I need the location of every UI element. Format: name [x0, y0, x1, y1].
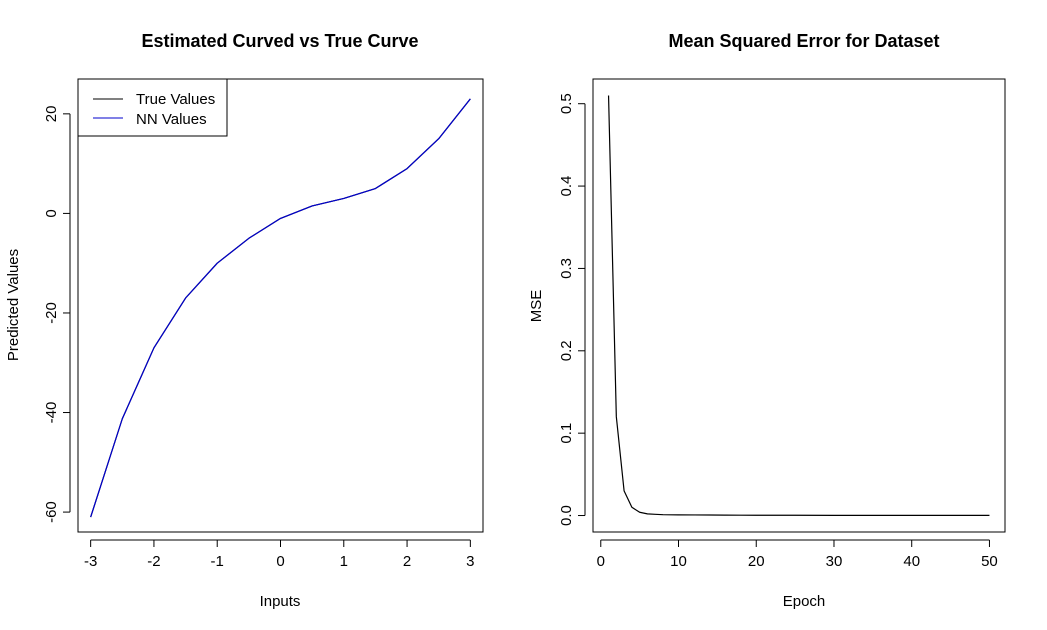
x-tick-label: 1: [340, 553, 348, 570]
left-y-axis-label: Predicted Values: [5, 249, 22, 361]
left-chart-title: Estimated Curved vs True Curve: [141, 31, 418, 51]
x-tick-label: 2: [403, 553, 411, 570]
y-tick-label: 0: [43, 209, 60, 217]
right-chart-title: Mean Squared Error for Dataset: [668, 31, 939, 51]
x-tick-label: 30: [826, 553, 843, 570]
x-tick-label: 20: [748, 553, 765, 570]
x-tick-label: 3: [466, 553, 474, 570]
left-x-axis-label: Inputs: [260, 593, 301, 610]
y-tick-label: 0.1: [558, 423, 575, 444]
legend-label-true-values: True Values: [136, 91, 215, 108]
x-tick-label: 40: [903, 553, 920, 570]
legend-box: [77, 78, 228, 137]
x-tick-label: -2: [147, 553, 160, 570]
y-tick-label: 20: [43, 106, 60, 123]
right-chart-panel: Mean Squared Error for Dataset 0 10 20 30 40…: [528, 31, 1006, 610]
x-tick-label: -3: [84, 553, 97, 570]
y-tick-label: 0.0: [558, 505, 575, 526]
y-tick-label: -20: [43, 302, 60, 324]
y-tick-label: 0.4: [558, 176, 575, 197]
y-tick-label: -40: [43, 402, 60, 424]
x-tick-label: 0: [276, 553, 284, 570]
y-tick-label: 0.5: [558, 93, 575, 114]
x-tick-label: 50: [981, 553, 998, 570]
x-tick-label: 10: [670, 553, 687, 570]
right-plot-frame: [592, 78, 1006, 533]
left-chart-panel: Estimated Curved vs True Curve -3 -2 -1 0 1 2…: [5, 31, 484, 610]
y-tick-label: 0.2: [558, 340, 575, 361]
left-plot-frame: [77, 78, 484, 533]
series-line-nn-values: [90, 98, 471, 518]
x-tick-label: -1: [211, 553, 224, 570]
legend: True Values NN Values: [77, 78, 228, 137]
series-line-mse: [607, 95, 990, 516]
x-tick-label: 0: [597, 553, 605, 570]
right-x-axis-label: Epoch: [783, 593, 826, 610]
y-tick-label: -60: [43, 501, 60, 523]
right-y-axis-label: MSE: [528, 290, 545, 323]
legend-label-nn-values: NN Values: [136, 111, 207, 128]
y-tick-label: 0.3: [558, 258, 575, 279]
